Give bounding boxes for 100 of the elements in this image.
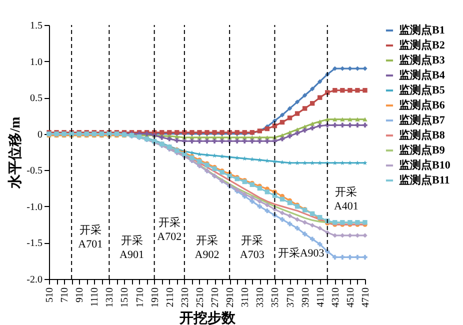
point (287, 106, 292, 111)
point (167, 136, 172, 142)
point (264, 126, 270, 132)
x-tick-label: 1110 (90, 288, 101, 307)
annotation: 开采A903 (278, 246, 325, 260)
point (220, 138, 224, 144)
point (287, 222, 292, 226)
point (332, 66, 338, 71)
point (182, 138, 187, 144)
x-tick-label: 2510 (194, 288, 206, 308)
point (340, 88, 345, 93)
point (310, 126, 315, 130)
point (264, 190, 270, 194)
y-tick-label: 1.5 (30, 20, 42, 32)
annotation: 开采 A701 (78, 224, 103, 251)
point (280, 133, 285, 138)
point (250, 138, 254, 144)
point (257, 199, 262, 204)
point (287, 214, 292, 218)
point (280, 136, 285, 142)
point (250, 199, 254, 204)
point (294, 217, 300, 222)
point (212, 153, 217, 158)
point (318, 226, 322, 231)
legend-label: 监测点B1 (399, 24, 445, 36)
point (302, 160, 308, 165)
point (294, 160, 300, 165)
point (355, 233, 360, 238)
point (362, 254, 368, 260)
y-tick-label: -0.5 (26, 166, 42, 177)
point (250, 195, 254, 200)
x-tick-label: 910 (74, 288, 86, 302)
point (318, 160, 322, 165)
x-tick-label: 4710 (360, 288, 372, 308)
legend-label: 监测点B5 (399, 84, 446, 96)
y-axis-title: 水平位移/m (8, 116, 24, 190)
annotation: 开采 A401 (334, 186, 358, 213)
point (242, 192, 247, 196)
point (257, 186, 262, 191)
y-tick-label: 1.0 (30, 56, 42, 68)
point (318, 79, 322, 84)
point (287, 134, 292, 138)
point (264, 138, 270, 144)
legend-label: 监测点B9 (399, 144, 446, 156)
x-tick-label: 3510 (270, 288, 282, 308)
point (340, 122, 345, 128)
point (310, 160, 315, 165)
point (362, 117, 368, 122)
point (340, 254, 345, 260)
legend-label: 监测点B7 (399, 114, 446, 126)
point (287, 116, 292, 120)
x-tick-label: 1510 (120, 288, 131, 308)
legend-label: 监测点B3 (399, 54, 446, 66)
legend-label: 监测点B8 (399, 128, 446, 142)
point (227, 138, 232, 144)
point (355, 254, 360, 260)
x-tick-label: 1310 (104, 288, 116, 308)
x-tick-label: 3310 (255, 288, 266, 308)
point (318, 119, 322, 124)
x-tick-label: 4510 (345, 288, 356, 308)
point (294, 100, 300, 104)
x-tick-label: 2310 (180, 288, 191, 308)
point (310, 236, 315, 242)
point (348, 122, 352, 128)
point (355, 66, 360, 71)
point (318, 242, 322, 247)
x-tick-label: 3910 (300, 288, 312, 308)
point (355, 122, 360, 128)
x-tick-label: 4310 (330, 288, 342, 308)
point (348, 160, 352, 165)
point (212, 138, 217, 144)
annotation: 开采 A901 (120, 234, 144, 261)
point (348, 66, 352, 71)
point (318, 124, 322, 128)
point (332, 117, 338, 122)
annotation: 开采 A902 (194, 234, 220, 261)
point (190, 138, 194, 144)
point (355, 117, 360, 122)
x-tick-label: 710 (60, 288, 71, 302)
y-tick-label: 0 (38, 129, 42, 140)
x-tick-label: 510 (44, 288, 56, 302)
point (362, 122, 368, 128)
point (174, 138, 180, 143)
legend-label: 监测点B4 (399, 68, 446, 82)
point (280, 217, 285, 222)
point (355, 160, 360, 165)
point (325, 117, 330, 122)
annotation: 开采 A703 (240, 234, 265, 261)
x-tick-label: 2710 (210, 288, 222, 308)
point (264, 202, 270, 208)
point (332, 160, 338, 165)
point (242, 138, 247, 144)
y-tick-label: -1.0 (26, 202, 42, 213)
legend-label: 监测点B6 (399, 98, 446, 112)
legend-label: 监测点B2 (399, 38, 446, 52)
point (362, 233, 368, 238)
point (332, 122, 338, 128)
point (332, 88, 338, 93)
point (340, 160, 345, 165)
point (332, 254, 338, 260)
